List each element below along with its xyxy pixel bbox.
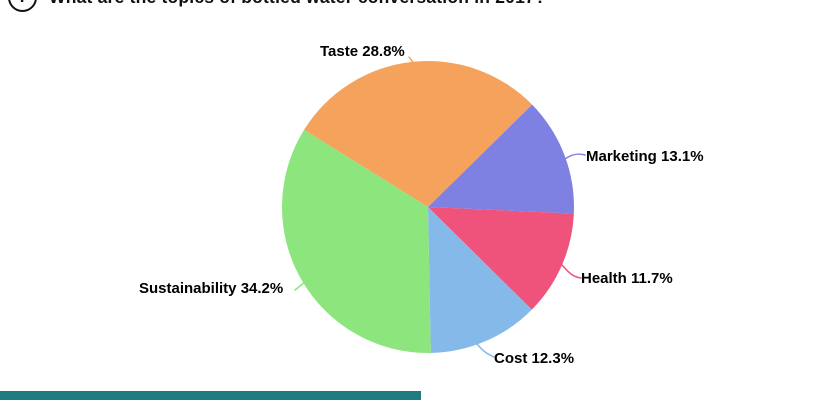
slice-label-marketing: Marketing 13.1%	[586, 148, 704, 165]
slice-label-sustainability: Sustainability 34.2%	[139, 280, 284, 297]
leader-line-taste	[408, 56, 417, 67]
slice-label-taste: Taste 28.8%	[320, 43, 405, 60]
question-header: ? What are the topics of bottled water c…	[8, 0, 546, 12]
partial-element-bottom-bar	[0, 391, 421, 400]
pie-slice-sustainability[interactable]	[282, 129, 431, 353]
leader-line-health	[560, 263, 582, 279]
pie-slice-health[interactable]	[428, 207, 574, 310]
pie-slice-marketing[interactable]	[428, 104, 574, 214]
pie-slice-cost[interactable]	[428, 207, 532, 353]
leader-line-sustainability	[294, 277, 311, 291]
leader-line-marketing	[564, 153, 586, 160]
page-title: What are the topics of bottled water con…	[49, 0, 546, 8]
slice-label-cost: Cost 12.3%	[494, 350, 575, 367]
pie-slice-taste[interactable]	[304, 60, 533, 207]
leader-line-cost	[476, 343, 495, 358]
slice-label-health: Health 11.7%	[581, 270, 673, 287]
